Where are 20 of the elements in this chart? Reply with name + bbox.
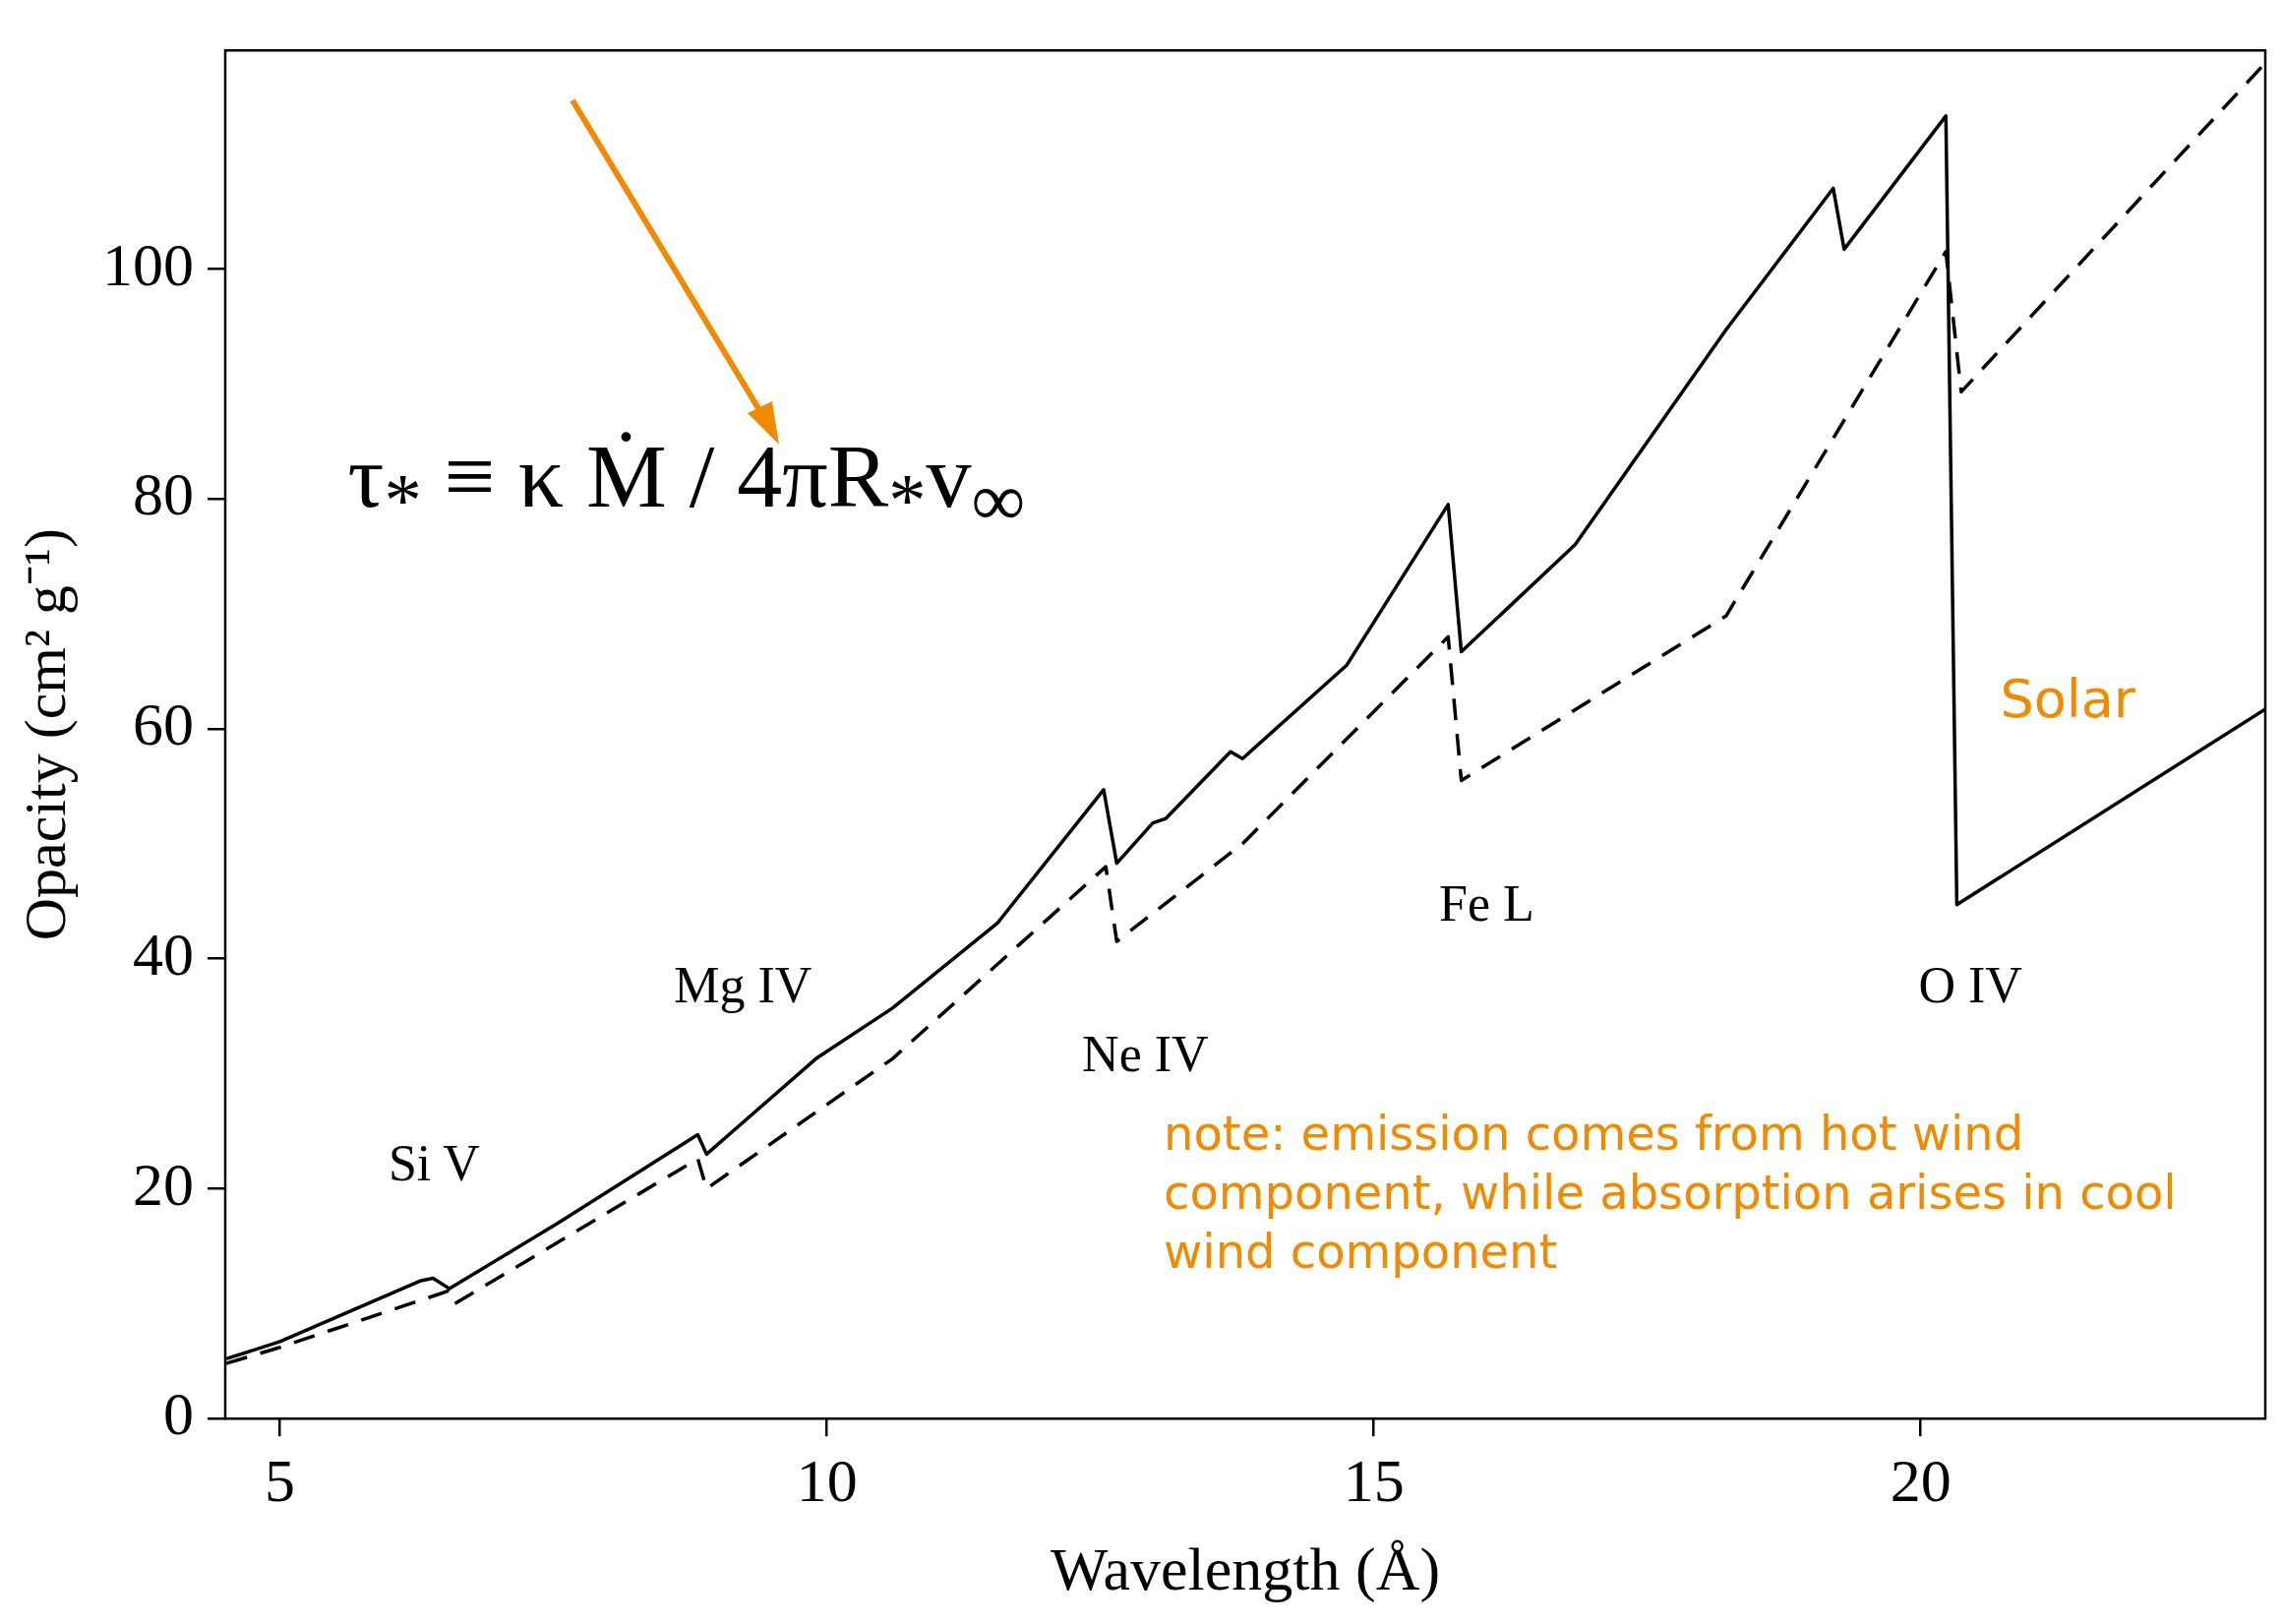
- x-tick-label: 5: [265, 1446, 296, 1514]
- y-axis-title: Opacity (cm² g⁻¹): [12, 528, 78, 941]
- y-tick-label: 40: [133, 920, 194, 988]
- x-axis-title: Wavelength (Å): [1050, 1535, 1441, 1604]
- annotation: Solar: [2000, 667, 2136, 733]
- annotation: Mg IV: [674, 956, 813, 1016]
- x-tick-label: 15: [1343, 1446, 1405, 1514]
- x-tick-label: 10: [796, 1446, 858, 1514]
- y-tick-label: 80: [133, 460, 194, 528]
- y-tick-label: 20: [133, 1150, 194, 1218]
- x-tick-label: 20: [1890, 1446, 1952, 1514]
- annotation: note: emission comes from hot wind component, while absorption arises in cool wind component: [1164, 1105, 2178, 1282]
- y-tick-label: 0: [163, 1380, 194, 1448]
- annotation: τ$_{*}$ ≡ κ Ṁ / 4πR$_{*}$v$_{∞}$: [347, 424, 1027, 545]
- annotation: Si V: [388, 1134, 481, 1194]
- annotation: Fe L: [1439, 873, 1535, 933]
- y-tick-label: 60: [133, 691, 194, 758]
- annotation: Ne IV: [1082, 1024, 1210, 1084]
- annotation: O IV: [1918, 956, 2023, 1016]
- y-tick-label: 100: [102, 230, 194, 298]
